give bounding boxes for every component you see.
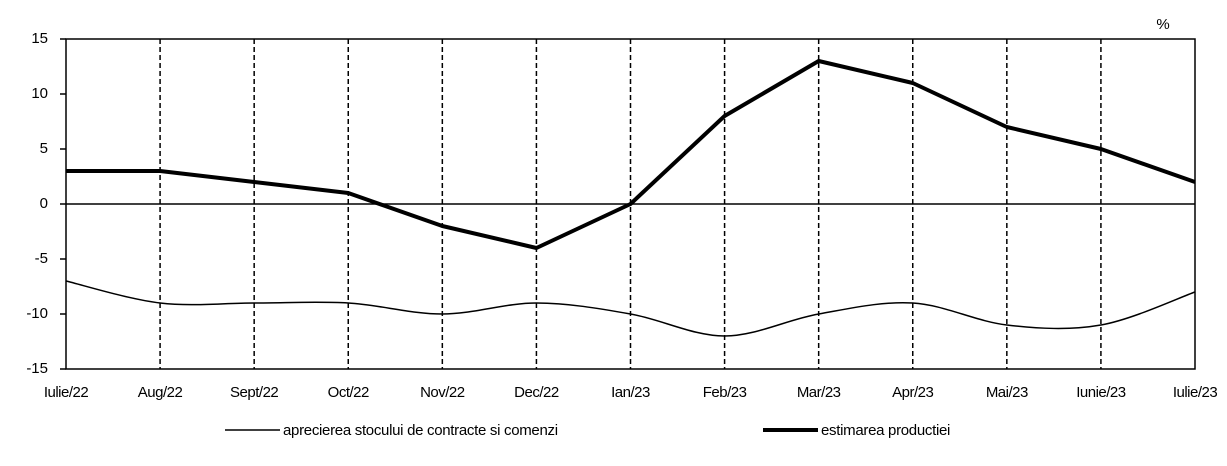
y-tick-label: 5 <box>40 140 48 157</box>
y-tick-label: -10 <box>26 305 48 322</box>
y-tick-label: -15 <box>26 360 48 377</box>
x-tick-label: Feb/23 <box>703 384 747 401</box>
x-tick-label: Iulie/23 <box>1173 384 1218 401</box>
y-tick-label: 0 <box>40 195 48 212</box>
unit-label: % <box>1156 16 1169 33</box>
y-tick-label: -5 <box>35 250 48 267</box>
legend-label: aprecierea stocului de contracte si come… <box>283 422 558 439</box>
x-tick-label: Nov/22 <box>420 384 465 401</box>
x-tick-label: Ian/23 <box>611 384 650 401</box>
x-tick-label: Sept/22 <box>230 384 278 401</box>
x-tick-label: Iulie/22 <box>44 384 89 401</box>
x-tick-label: Oct/22 <box>328 384 369 401</box>
series-line <box>66 59 1196 250</box>
y-tick-label: 15 <box>31 30 48 47</box>
x-tick-label: Dec/22 <box>514 384 559 401</box>
x-tick-label: Aug/22 <box>138 384 183 401</box>
x-tick-label: Mai/23 <box>986 384 1028 401</box>
x-tick-label: Apr/23 <box>892 384 933 401</box>
x-tick-label: Iunie/23 <box>1076 384 1126 401</box>
y-tick-label: 10 <box>31 85 48 102</box>
series-line <box>65 280 1196 337</box>
x-tick-label: Mar/23 <box>797 384 841 401</box>
legend-label: estimarea productiei <box>821 422 950 439</box>
